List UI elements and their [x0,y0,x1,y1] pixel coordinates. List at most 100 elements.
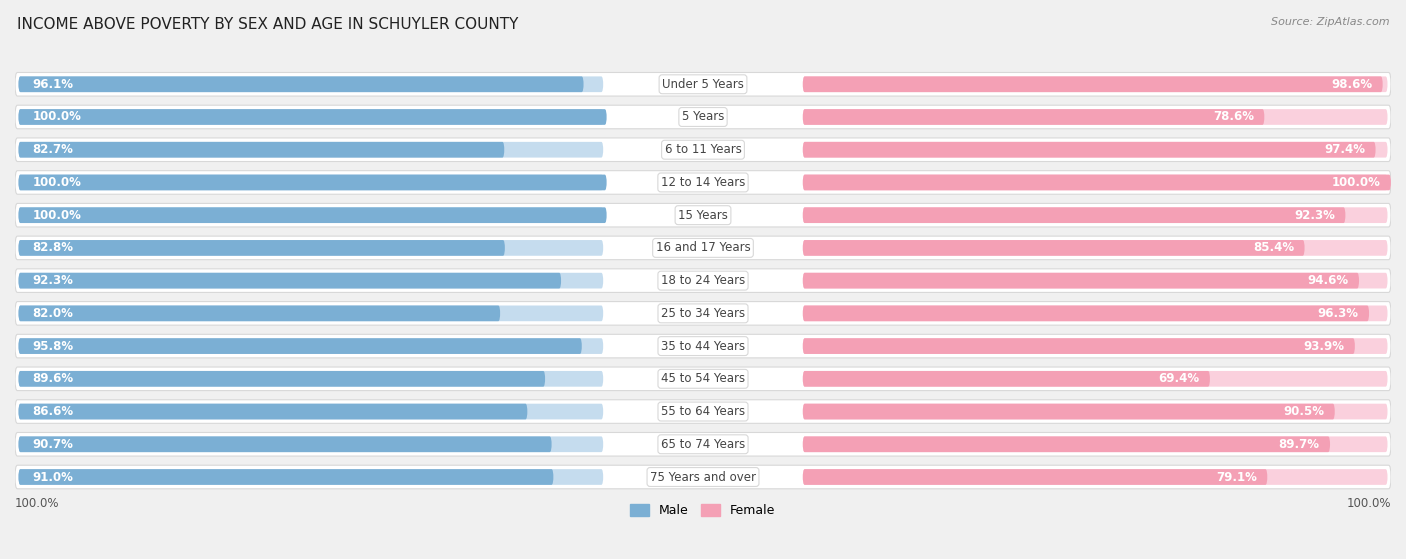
FancyBboxPatch shape [18,371,546,387]
Text: INCOME ABOVE POVERTY BY SEX AND AGE IN SCHUYLER COUNTY: INCOME ABOVE POVERTY BY SEX AND AGE IN S… [17,17,519,32]
FancyBboxPatch shape [18,273,561,288]
Text: 100.0%: 100.0% [32,209,82,222]
Legend: Male, Female: Male, Female [626,499,780,522]
FancyBboxPatch shape [15,105,1391,129]
FancyBboxPatch shape [803,469,1267,485]
Text: 100.0%: 100.0% [32,111,82,124]
FancyBboxPatch shape [15,203,1391,227]
Text: 65 to 74 Years: 65 to 74 Years [661,438,745,451]
FancyBboxPatch shape [803,437,1388,452]
FancyBboxPatch shape [803,109,1264,125]
Text: 55 to 64 Years: 55 to 64 Years [661,405,745,418]
FancyBboxPatch shape [803,109,1388,125]
FancyBboxPatch shape [18,338,582,354]
FancyBboxPatch shape [18,207,603,223]
FancyBboxPatch shape [803,371,1211,387]
Text: 69.4%: 69.4% [1159,372,1199,385]
Text: 100.0%: 100.0% [1347,498,1391,510]
FancyBboxPatch shape [18,109,606,125]
FancyBboxPatch shape [18,174,606,190]
FancyBboxPatch shape [18,142,603,158]
FancyBboxPatch shape [15,301,1391,325]
FancyBboxPatch shape [803,77,1388,92]
FancyBboxPatch shape [18,404,603,419]
FancyBboxPatch shape [15,269,1391,292]
Text: 35 to 44 Years: 35 to 44 Years [661,339,745,353]
FancyBboxPatch shape [18,306,603,321]
FancyBboxPatch shape [18,142,505,158]
FancyBboxPatch shape [803,338,1388,354]
FancyBboxPatch shape [18,437,551,452]
Text: 82.8%: 82.8% [32,241,73,254]
Text: 100.0%: 100.0% [32,176,82,189]
FancyBboxPatch shape [803,207,1346,223]
Text: 98.6%: 98.6% [1331,78,1372,91]
FancyBboxPatch shape [803,240,1305,256]
FancyBboxPatch shape [18,109,603,125]
FancyBboxPatch shape [15,400,1391,423]
Text: 90.5%: 90.5% [1284,405,1324,418]
Text: Source: ZipAtlas.com: Source: ZipAtlas.com [1271,17,1389,27]
Text: 92.3%: 92.3% [32,274,73,287]
Text: 82.0%: 82.0% [32,307,73,320]
FancyBboxPatch shape [15,433,1391,456]
Text: 85.4%: 85.4% [1253,241,1295,254]
Text: 78.6%: 78.6% [1213,111,1254,124]
FancyBboxPatch shape [18,207,606,223]
FancyBboxPatch shape [15,73,1391,96]
FancyBboxPatch shape [18,404,527,419]
Text: 91.0%: 91.0% [32,471,73,484]
Text: 96.1%: 96.1% [32,78,73,91]
Text: 92.3%: 92.3% [1295,209,1336,222]
Text: 94.6%: 94.6% [1308,274,1348,287]
FancyBboxPatch shape [803,174,1391,190]
FancyBboxPatch shape [18,240,505,256]
FancyBboxPatch shape [18,174,603,190]
Text: 16 and 17 Years: 16 and 17 Years [655,241,751,254]
FancyBboxPatch shape [18,77,583,92]
Text: 12 to 14 Years: 12 to 14 Years [661,176,745,189]
FancyBboxPatch shape [803,306,1369,321]
FancyBboxPatch shape [803,273,1388,288]
FancyBboxPatch shape [15,138,1391,162]
FancyBboxPatch shape [15,334,1391,358]
FancyBboxPatch shape [15,236,1391,260]
Text: 5 Years: 5 Years [682,111,724,124]
FancyBboxPatch shape [18,437,603,452]
FancyBboxPatch shape [803,469,1388,485]
Text: 89.6%: 89.6% [32,372,73,385]
FancyBboxPatch shape [15,367,1391,391]
FancyBboxPatch shape [803,338,1355,354]
FancyBboxPatch shape [18,273,603,288]
FancyBboxPatch shape [803,371,1388,387]
FancyBboxPatch shape [803,273,1360,288]
FancyBboxPatch shape [18,371,603,387]
FancyBboxPatch shape [803,404,1388,419]
FancyBboxPatch shape [18,240,603,256]
Text: 100.0%: 100.0% [1331,176,1381,189]
Text: 25 to 34 Years: 25 to 34 Years [661,307,745,320]
FancyBboxPatch shape [803,207,1388,223]
Text: 95.8%: 95.8% [32,339,73,353]
Text: 79.1%: 79.1% [1216,471,1257,484]
Text: 90.7%: 90.7% [32,438,73,451]
Text: 97.4%: 97.4% [1324,143,1365,156]
FancyBboxPatch shape [18,338,603,354]
FancyBboxPatch shape [803,142,1375,158]
Text: 86.6%: 86.6% [32,405,73,418]
FancyBboxPatch shape [803,240,1388,256]
FancyBboxPatch shape [18,306,501,321]
Text: 82.7%: 82.7% [32,143,73,156]
FancyBboxPatch shape [803,77,1382,92]
Text: 96.3%: 96.3% [1317,307,1358,320]
FancyBboxPatch shape [15,465,1391,489]
Text: Under 5 Years: Under 5 Years [662,78,744,91]
Text: 15 Years: 15 Years [678,209,728,222]
FancyBboxPatch shape [803,404,1334,419]
FancyBboxPatch shape [803,437,1330,452]
FancyBboxPatch shape [18,469,603,485]
FancyBboxPatch shape [15,170,1391,194]
Text: 89.7%: 89.7% [1278,438,1320,451]
FancyBboxPatch shape [803,306,1388,321]
FancyBboxPatch shape [803,142,1388,158]
